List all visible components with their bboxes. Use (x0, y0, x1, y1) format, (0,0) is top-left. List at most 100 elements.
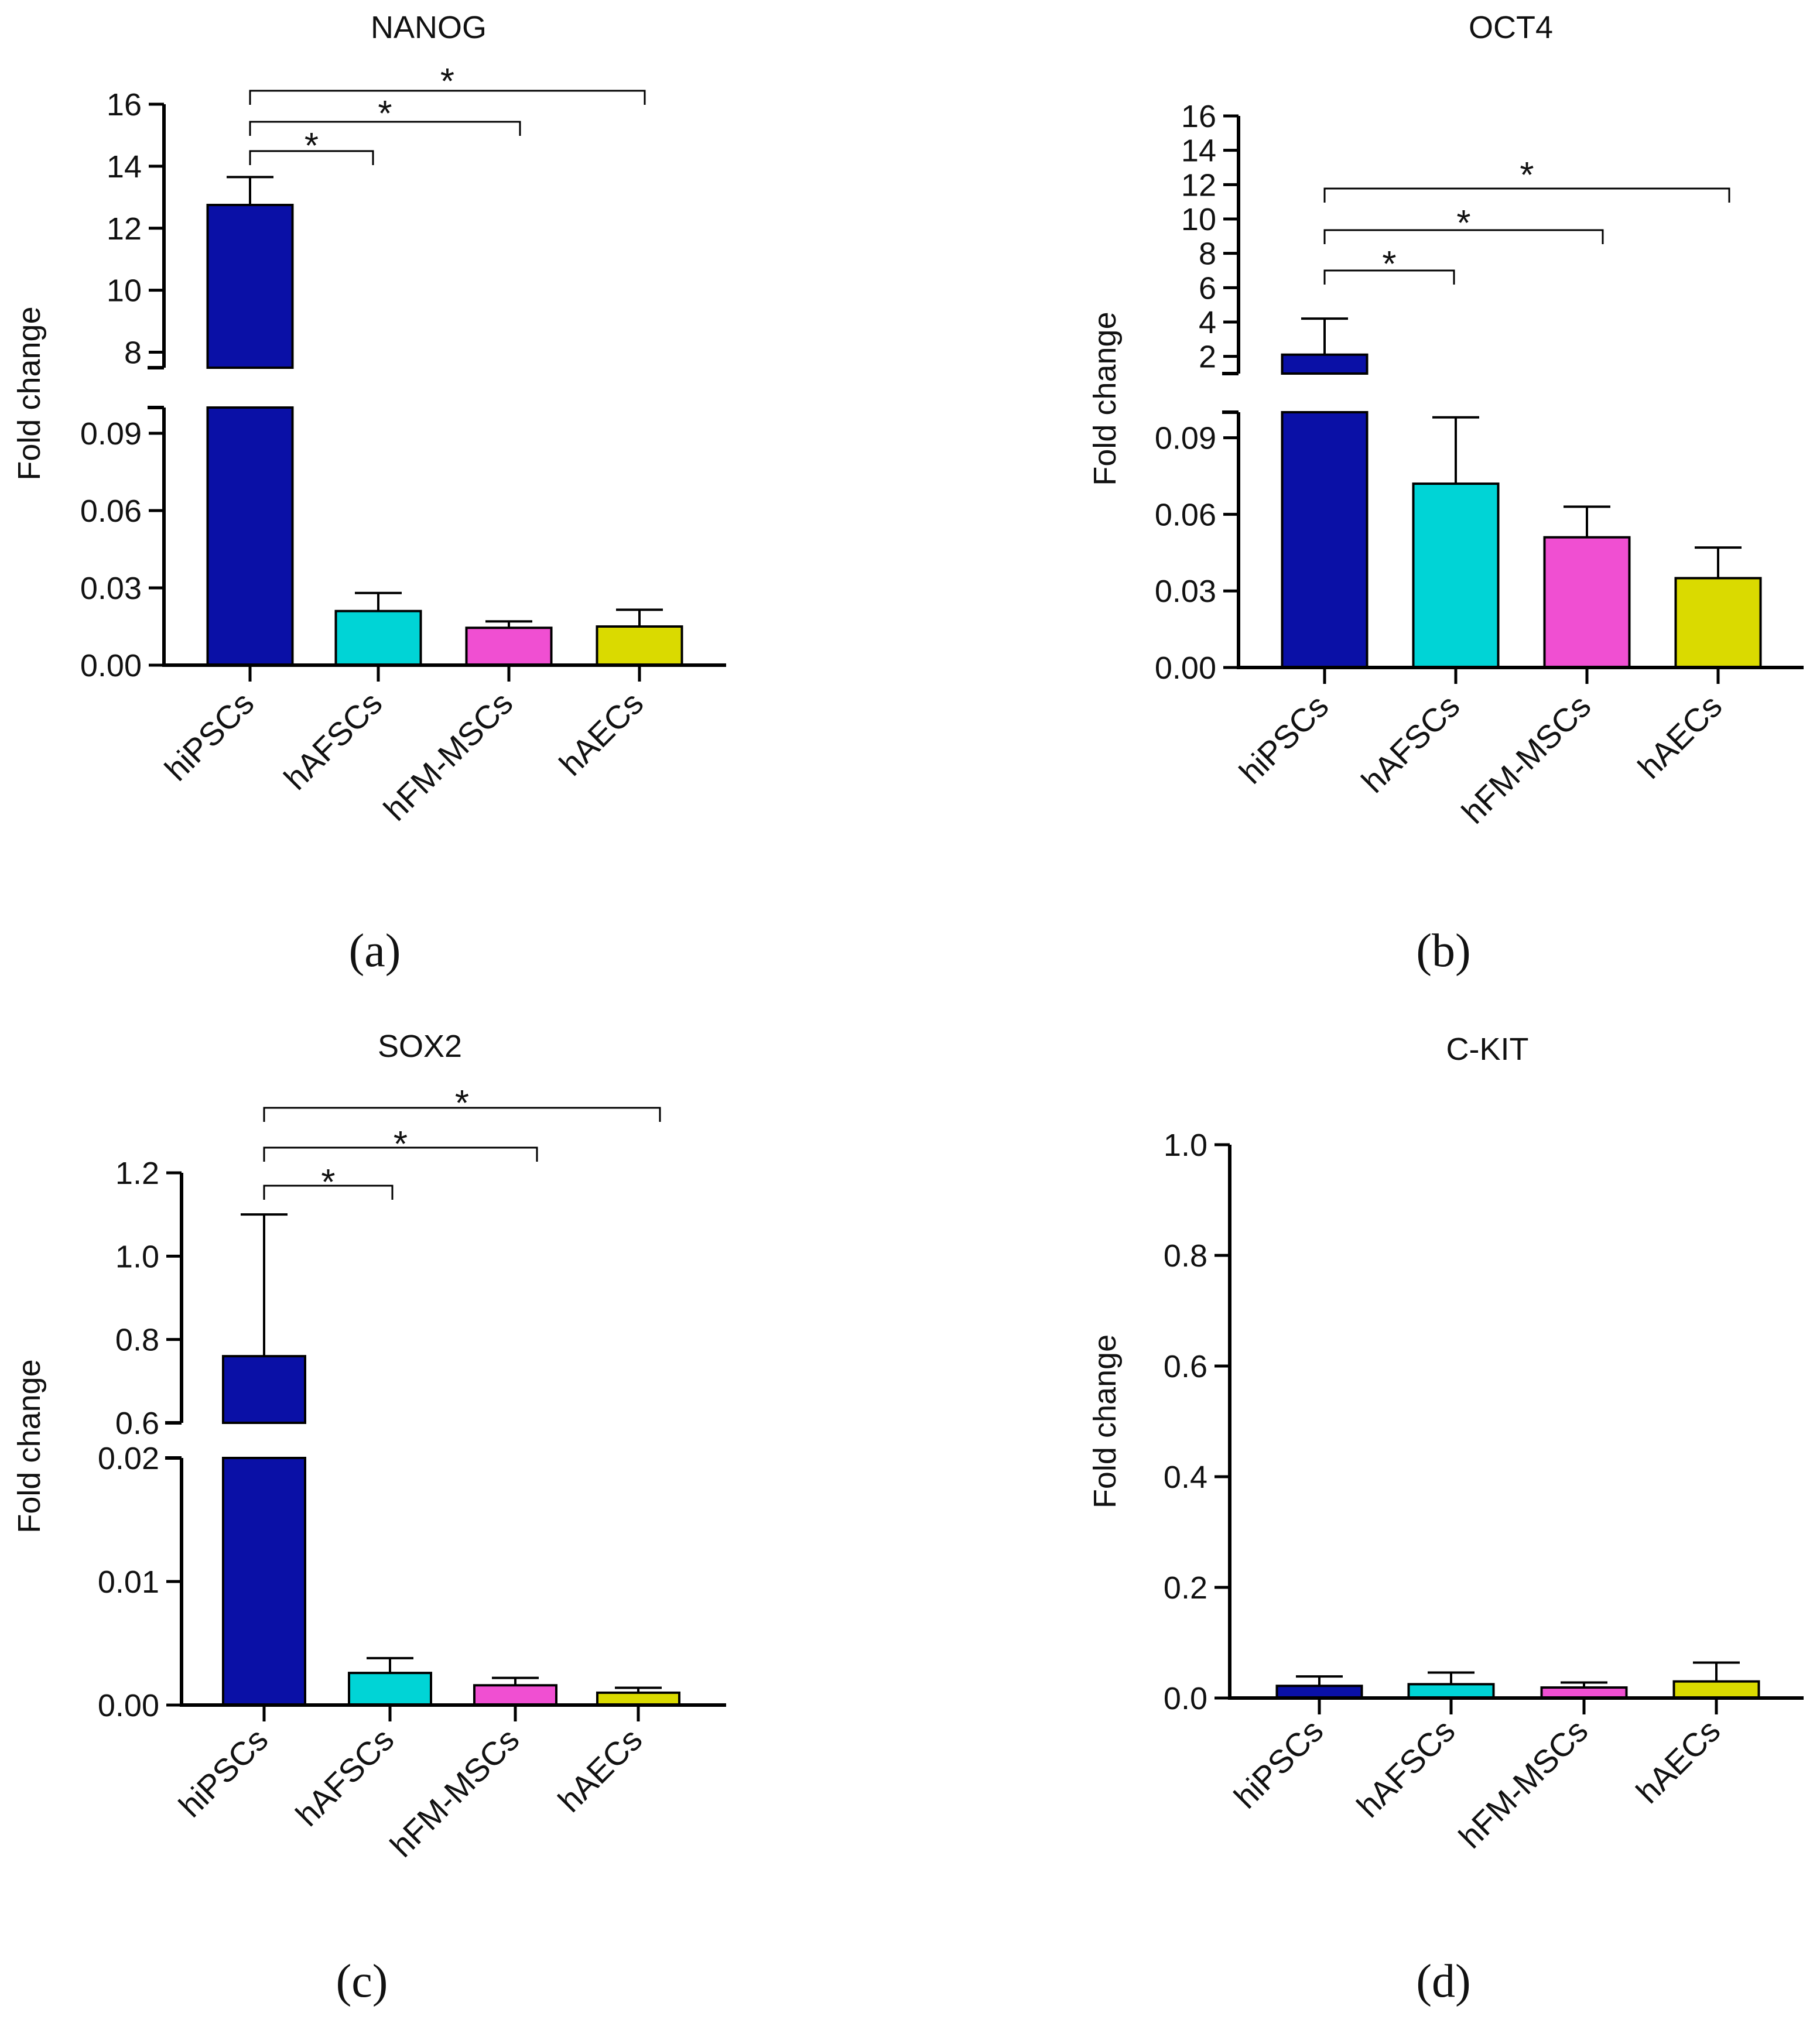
bar (465, 627, 553, 666)
x-tick-label: hAECs (552, 684, 651, 783)
y-tick-label: 0.00 (1155, 651, 1216, 686)
bar (1275, 1685, 1363, 1699)
y-tick-label: 0.4 (1164, 1460, 1207, 1495)
significance-star: * (455, 1083, 469, 1124)
y-tick-label: 10 (107, 273, 142, 309)
y-tick-label: 6 (1199, 271, 1216, 306)
axis-break-gap (220, 1424, 309, 1457)
significance-bracket (263, 1185, 394, 1200)
bar (334, 610, 422, 666)
y-tick-label: 0.8 (1164, 1238, 1207, 1274)
y-tick-label: 1.0 (1164, 1128, 1207, 1163)
y-axis-label: Fold change (1087, 312, 1123, 485)
bar (473, 1684, 557, 1706)
x-tick-label: hiPSCs (158, 684, 261, 788)
significance-bracket (1323, 269, 1455, 285)
y-tick-label: 4 (1199, 305, 1216, 340)
bar (1412, 482, 1500, 669)
significance-star: * (305, 126, 319, 166)
y-tick-label: 0.8 (115, 1323, 159, 1358)
bar (1543, 536, 1631, 669)
x-tick-label: hAFSCs (277, 684, 389, 797)
y-tick-label: 8 (124, 336, 142, 371)
significance-bracket (249, 121, 521, 136)
chart-title: NANOG (371, 10, 487, 45)
panel-label: (c) (336, 1956, 388, 2007)
x-tick-label: hiPSCs (1232, 687, 1336, 791)
y-tick-label: 14 (1181, 134, 1216, 169)
bar-upper-segment (206, 204, 294, 369)
y-tick-label: 14 (107, 149, 142, 184)
y-tick-label: 16 (1181, 99, 1216, 134)
x-tick-label: hAECs (1631, 687, 1729, 786)
y-tick-label: 12 (1181, 167, 1216, 203)
y-tick-label: 12 (107, 211, 142, 247)
y-tick-label: 0.01 (98, 1565, 159, 1600)
bar-lower-segment (222, 1457, 306, 1706)
significance-star: * (321, 1162, 335, 1203)
chart-title: SOX2 (378, 1029, 462, 1064)
bar-lower-segment (206, 406, 294, 666)
y-tick-label: 1.0 (115, 1239, 159, 1274)
y-tick-label: 0.6 (115, 1406, 159, 1441)
y-tick-label: 0.06 (80, 494, 142, 529)
significance-star: * (1382, 244, 1396, 285)
significance-star: * (1456, 203, 1470, 244)
x-tick-label: hAECs (551, 1721, 649, 1819)
x-tick-label: hFM-MSCs (1455, 687, 1598, 831)
y-tick-label: 0.06 (1155, 497, 1216, 532)
y-axis-label: Fold change (12, 1359, 47, 1533)
y-tick-label: 0.6 (1164, 1349, 1207, 1384)
x-tick-label: hiPSCs (172, 1721, 275, 1825)
bar-upper-segment (222, 1355, 306, 1424)
bar-lower-segment (1281, 411, 1369, 669)
significance-bracket (249, 150, 374, 165)
axis-break-gap (204, 369, 296, 406)
significance-bracket (263, 1146, 538, 1162)
x-tick-label: hFM-MSCs (377, 684, 520, 828)
y-axis-label: Fold change (12, 306, 47, 480)
bar (1672, 1680, 1760, 1699)
bar-upper-segment (1281, 353, 1369, 375)
y-tick-label: 0.00 (80, 648, 142, 683)
y-tick-label: 10 (1181, 202, 1216, 237)
panel-label: (d) (1416, 1956, 1470, 2007)
bar (348, 1672, 432, 1706)
bar (596, 1691, 680, 1706)
significance-bracket (1323, 187, 1730, 203)
y-tick-label: 0.09 (1155, 421, 1216, 456)
y-tick-label: 8 (1199, 237, 1216, 272)
significance-star: * (378, 94, 392, 134)
y-tick-label: 0.00 (98, 1688, 159, 1723)
significance-bracket (1323, 229, 1604, 244)
panel-c: SOX2 Fold change 0.00 0.01 0.020.6 0.8 1.0 1.2 h… (12, 1029, 726, 2007)
chart-title: OCT4 (1469, 10, 1553, 45)
x-tick-label: hAFSCs (1354, 687, 1467, 800)
significance-star: * (1520, 155, 1534, 196)
x-tick-label: hAFSCs (289, 1721, 401, 1833)
y-tick-label: 16 (107, 87, 142, 122)
y-tick-label: 2 (1199, 340, 1216, 375)
y-tick-label: 0.0 (1164, 1681, 1207, 1716)
y-tick-label: 0.2 (1164, 1570, 1207, 1606)
bar (596, 625, 683, 666)
x-tick-label: hAFSCs (1350, 1712, 1462, 1825)
significance-bracket (249, 90, 646, 105)
panel-d: C-KIT Fold change 0.0 0.2 0.4 0.6 0.8 1.0 hiPSCs… (1087, 1032, 1804, 2007)
panel-label: (a) (349, 925, 401, 977)
x-tick-label: hFM-MSCs (1452, 1712, 1595, 1856)
bar (1407, 1683, 1495, 1699)
y-tick-label: 0.02 (98, 1441, 159, 1476)
x-tick-label: hFM-MSCs (383, 1721, 526, 1864)
y-tick-label: 1.2 (115, 1156, 159, 1191)
y-axis-label: Fold change (1087, 1334, 1123, 1508)
significance-star: * (394, 1124, 408, 1165)
significance-bracket (263, 1107, 661, 1122)
y-tick-label: 0.03 (80, 571, 142, 606)
x-tick-label: hAECs (1629, 1712, 1727, 1810)
bar (1674, 577, 1762, 669)
panel-a: NANOG Fold change 0.00 0.03 0.06 0.09 8 10 12 14 1… (12, 10, 726, 977)
x-tick-label: hiPSCs (1227, 1712, 1330, 1816)
y-tick-label: 0.03 (1155, 574, 1216, 609)
